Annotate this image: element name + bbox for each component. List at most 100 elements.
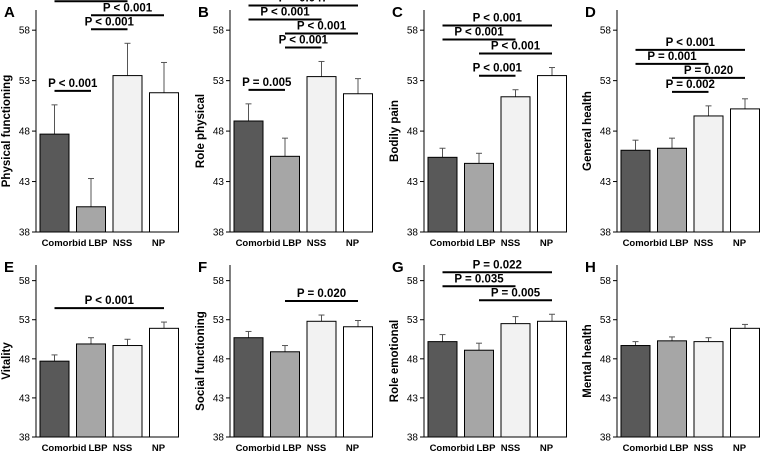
y-tick-label: 48 (19, 354, 31, 365)
y-tick-label: 53 (213, 76, 225, 87)
bar-np (537, 320, 567, 438)
panel-f: F 38 43 48 53 58 Social functioning Comorbid LBP… (195, 259, 373, 454)
category-label: NSS (307, 238, 327, 249)
category-label: LBP (477, 443, 497, 454)
panel-letter: A (4, 4, 15, 21)
bar-np (149, 327, 179, 438)
y-tick-label: 53 (600, 315, 612, 326)
y-axis-label: Role emotional (389, 320, 401, 402)
significance-label: P = 0.005 (491, 287, 541, 299)
significance-label: P < 0.001 (297, 20, 347, 32)
y-tick-label: 38 (213, 433, 225, 444)
category-label: LBP (89, 238, 109, 249)
y-tick-label: 53 (19, 315, 31, 326)
y-tick-label: 38 (600, 433, 612, 444)
y-tick-label: 58 (19, 26, 31, 37)
bar-lbp (464, 162, 494, 233)
significance-label: P = 0.002 (666, 79, 715, 91)
category-label: Comorbid (623, 238, 668, 249)
y-tick-label: 43 (19, 177, 31, 188)
significance-label: P = 0.020 (684, 65, 733, 77)
bar-comorbid (620, 149, 651, 233)
y-tick-label: 43 (19, 393, 31, 404)
y-tick-label: 48 (407, 354, 419, 365)
category-label: NSS (694, 238, 714, 249)
y-tick-label: 43 (407, 177, 419, 188)
y-tick-label: 43 (213, 393, 225, 404)
bar-nss (693, 115, 724, 233)
significance-label: P = 0.047 (279, 0, 328, 4)
category-label: Comorbid (236, 443, 281, 454)
y-tick-label: 53 (213, 315, 225, 326)
y-axis-label: Vitality (1, 342, 13, 380)
y-axis-label: Mental health (582, 324, 594, 397)
y-tick-label: 38 (19, 433, 31, 444)
y-tick-label: 43 (213, 177, 225, 188)
panel-letter: B (198, 4, 209, 21)
bar-nss (306, 320, 337, 438)
bar-lbp (76, 343, 106, 438)
panel-g: G 38 43 48 53 58 Role emotional Comorbid LBP NSS N… (389, 259, 567, 454)
bar-np (730, 108, 760, 233)
y-tick-label: 43 (600, 393, 612, 404)
y-tick-label: 48 (407, 127, 419, 138)
significance-label: P = 0.035 (454, 273, 504, 285)
y-axis-label: General health (582, 91, 594, 171)
significance-label: P < 0.001 (103, 2, 153, 14)
bar-lbp (464, 349, 494, 438)
category-label: LBP (283, 238, 303, 249)
y-axis-label: Social functioning (195, 311, 207, 411)
significance-label: P < 0.001 (279, 34, 329, 46)
category-label: NSS (113, 238, 133, 249)
category-label: NP (346, 443, 360, 454)
y-tick-label: 58 (600, 276, 612, 287)
category-label: NP (152, 443, 166, 454)
panel-a: A 38 43 48 53 58 Physical functioning Comorbid L… (1, 0, 179, 249)
category-label: Comorbid (236, 238, 281, 249)
category-label: NSS (694, 443, 714, 454)
category-label: NP (346, 238, 360, 249)
category-label: LBP (283, 443, 303, 454)
y-tick-label: 53 (19, 76, 31, 87)
y-tick-label: 58 (213, 26, 225, 37)
category-label: LBP (89, 443, 109, 454)
panel-e: E 38 43 48 53 58 Vitality Comorbid LBP NSS NP P < 0… (1, 259, 179, 454)
significance-label: P < 0.001 (454, 27, 504, 39)
bar-comorbid (427, 341, 458, 438)
bar-nss (112, 345, 143, 438)
bar-lbp (657, 147, 687, 233)
y-tick-label: 53 (407, 315, 419, 326)
category-label: NSS (113, 443, 133, 454)
panel-c: C 38 43 48 53 58 Bodily pain Comorbid LBP NSS NP P … (389, 4, 567, 249)
y-tick-label: 38 (600, 228, 612, 239)
category-label: NSS (307, 443, 327, 454)
panel-letter: G (392, 259, 404, 276)
y-tick-label: 48 (19, 127, 31, 138)
significance-label: P < 0.001 (491, 41, 541, 53)
bar-comorbid (427, 156, 458, 233)
bar-np (149, 92, 179, 233)
significance-label: P < 0.001 (85, 16, 135, 28)
y-tick-label: 53 (600, 76, 612, 87)
category-label: NP (540, 238, 554, 249)
significance-label: P < 0.001 (85, 295, 135, 307)
category-label: NSS (501, 238, 521, 249)
category-label: NP (733, 238, 747, 249)
y-tick-label: 38 (213, 228, 225, 239)
category-label: Comorbid (430, 238, 475, 249)
panel-d: D 38 43 48 53 58 General health Comorbid LBP NSS N… (582, 4, 760, 249)
y-tick-label: 58 (600, 26, 612, 37)
bar-np (537, 75, 567, 233)
category-label: NP (733, 443, 747, 454)
bar-np (730, 327, 760, 438)
bar-np (343, 93, 373, 233)
bar-comorbid (233, 120, 264, 233)
category-label: Comorbid (430, 443, 475, 454)
panel-b: B 38 43 48 53 58 Role physical Comorbid LBP NSS NP… (195, 0, 373, 249)
significance-label: P < 0.001 (260, 6, 310, 18)
y-tick-label: 53 (407, 76, 419, 87)
bar-lbp (270, 351, 300, 438)
bar-nss (500, 96, 531, 233)
y-tick-label: 58 (407, 26, 419, 37)
